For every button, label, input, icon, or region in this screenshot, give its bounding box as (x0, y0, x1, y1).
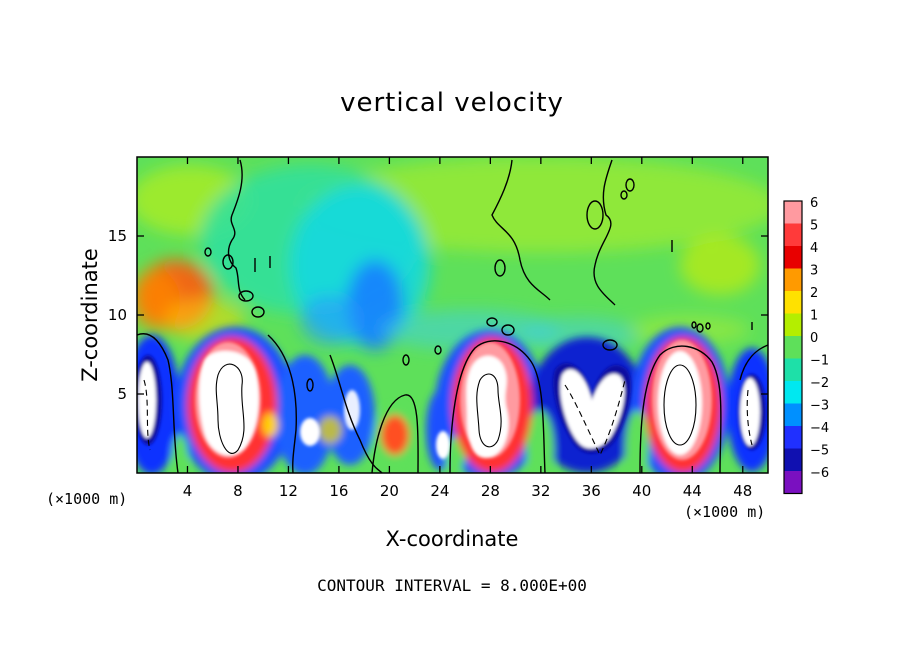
x-tick-label: 12 (279, 482, 298, 500)
x-ticks: 4 8 12 16 20 24 28 32 36 40 44 48 (183, 157, 752, 500)
field-broad-features (137, 157, 768, 353)
colorbar-tick-label: 3 (810, 264, 818, 279)
y-tick-label: 5 (117, 385, 127, 403)
colorbar-tick-label: 6 (810, 196, 818, 211)
y-tick-label: 10 (108, 306, 127, 324)
colorbar-tick-label: 1 (810, 309, 818, 324)
colorbar-swatch (784, 246, 802, 269)
x-tick-label: 32 (531, 482, 550, 500)
y-tick-label: 15 (108, 227, 127, 245)
x-tick-label: 48 (733, 482, 752, 500)
colorbar-tick-label: 2 (810, 286, 818, 301)
colorbar-tick-label: −3 (810, 399, 829, 414)
colorbar-tick-label: −4 (810, 421, 829, 436)
colorbar-tick-label: 5 (810, 219, 818, 234)
colorbar-swatch (784, 471, 802, 494)
colorbar-tick-label: −5 (810, 444, 829, 459)
x-unit-right: (×1000 m) (684, 503, 766, 521)
contour-lines (137, 159, 768, 473)
colorbar-swatch (784, 201, 802, 224)
plot-area (137, 157, 768, 473)
x-tick-label: 40 (632, 482, 651, 500)
contour-interval-label: CONTOUR INTERVAL = 8.000E+00 (317, 576, 587, 595)
colorbar-swatch (784, 403, 802, 426)
x-tick-label: 24 (430, 482, 449, 500)
colorbar-tick-label: −6 (810, 466, 829, 481)
y-axis-label: Z-coordinate (78, 248, 102, 382)
colorbar-swatch (784, 381, 802, 404)
colorbar-tick-label: −2 (810, 376, 829, 391)
colorbar-tick-label: 0 (810, 331, 818, 346)
x-tick-label: 4 (183, 482, 193, 500)
x-tick-label: 20 (380, 482, 399, 500)
chart-title: vertical velocity (340, 88, 564, 118)
x-tick-label: 28 (481, 482, 500, 500)
x-tick-label: 8 (233, 482, 243, 500)
colorbar-swatch (784, 358, 802, 381)
colorbar-swatch (784, 448, 802, 471)
colorbar-swatch (784, 336, 802, 359)
colorbar-tick-label: −1 (810, 354, 829, 369)
colorbar-swatch (784, 223, 802, 246)
colorbar-frame (783, 200, 803, 495)
x-unit-left: (×1000 m) (46, 490, 128, 508)
colorbar-swatch (784, 313, 802, 336)
colorbar-swatch (784, 291, 802, 314)
x-tick-label: 44 (683, 482, 702, 500)
x-tick-label: 16 (329, 482, 348, 500)
y-ticks: 5 10 15 (108, 227, 768, 403)
x-tick-label: 36 (582, 482, 601, 500)
colorbar-swatch (784, 426, 802, 449)
colorbar: 6 5 4 3 2 1 0 −1 −2 −3 −4 −5 −6 (783, 196, 829, 495)
colorbar-swatch (784, 268, 802, 291)
colorbar-tick-label: 4 (810, 241, 818, 256)
x-axis-label: X-coordinate (385, 527, 519, 551)
